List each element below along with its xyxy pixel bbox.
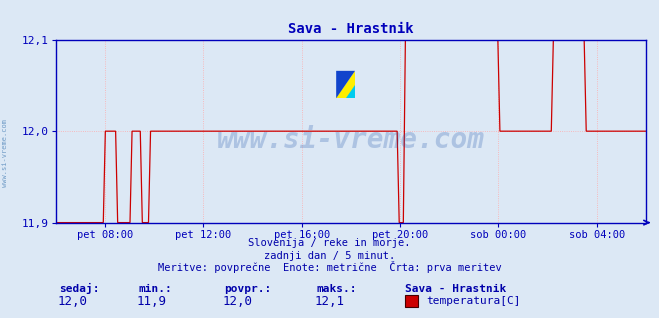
Text: Sava - Hrastnik: Sava - Hrastnik (405, 284, 507, 294)
Text: 12,0: 12,0 (57, 295, 88, 308)
Text: min.:: min.: (138, 284, 172, 294)
Polygon shape (336, 71, 355, 98)
Text: Meritve: povprečne  Enote: metrične  Črta: prva meritev: Meritve: povprečne Enote: metrične Črta:… (158, 261, 501, 273)
Text: Slovenija / reke in morje.: Slovenija / reke in morje. (248, 238, 411, 248)
Text: 12,1: 12,1 (314, 295, 345, 308)
Text: www.si-vreme.com: www.si-vreme.com (217, 126, 485, 154)
Text: maks.:: maks.: (316, 284, 357, 294)
Text: www.si-vreme.com: www.si-vreme.com (2, 119, 9, 187)
Text: 11,9: 11,9 (136, 295, 167, 308)
Text: 12,0: 12,0 (222, 295, 252, 308)
Text: zadnji dan / 5 minut.: zadnji dan / 5 minut. (264, 251, 395, 261)
Text: povpr.:: povpr.: (224, 284, 272, 294)
Text: sedaj:: sedaj: (59, 283, 100, 294)
Text: temperatura[C]: temperatura[C] (426, 296, 521, 307)
Polygon shape (345, 85, 355, 98)
Polygon shape (336, 71, 355, 98)
Title: Sava - Hrastnik: Sava - Hrastnik (288, 22, 414, 36)
